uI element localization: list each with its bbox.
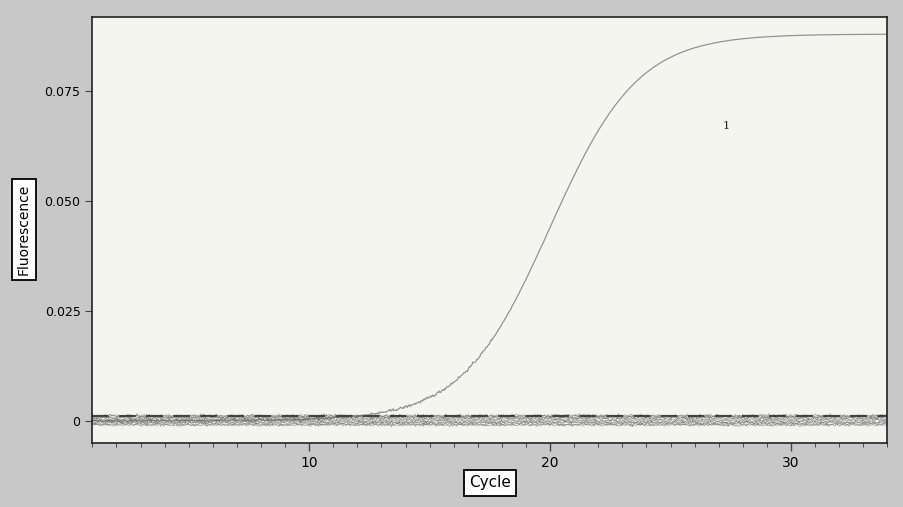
Text: 1: 1	[721, 121, 729, 131]
Y-axis label: Fluorescence: Fluorescence	[16, 184, 31, 275]
X-axis label: Cycle: Cycle	[469, 476, 510, 490]
